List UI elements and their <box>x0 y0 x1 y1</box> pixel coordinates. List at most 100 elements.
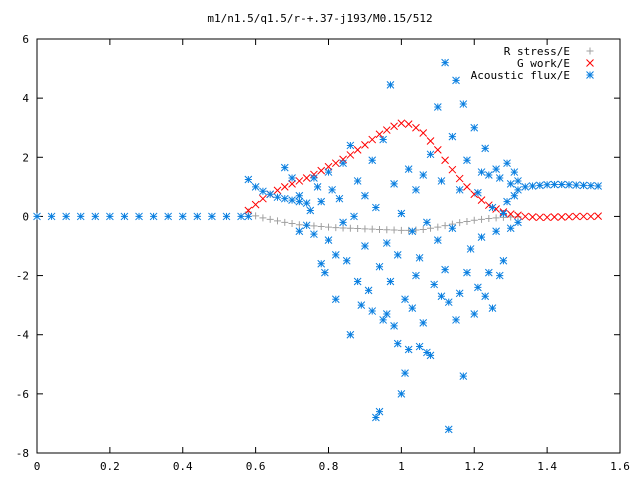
series-cross <box>244 119 602 222</box>
point-star <box>339 159 347 168</box>
point-star <box>382 239 391 247</box>
point-star <box>419 171 428 179</box>
point-star <box>47 212 56 221</box>
series-layer <box>33 58 602 434</box>
point-cross <box>302 174 311 182</box>
point-star <box>401 295 409 304</box>
point-star <box>273 193 282 202</box>
point-star <box>302 199 311 207</box>
y-axis: -8 -6 -4 -2 0 2 4 6 <box>16 33 620 460</box>
y-tick-label: 4 <box>22 92 29 105</box>
point-plus <box>317 222 325 230</box>
point-star <box>492 227 500 236</box>
point-cross <box>543 213 551 222</box>
point-star <box>379 316 388 324</box>
point-star <box>514 185 522 194</box>
point-star <box>372 203 380 212</box>
point-star <box>503 197 511 206</box>
point-cross <box>528 213 537 221</box>
point-star <box>470 310 479 318</box>
point-cross <box>477 196 486 205</box>
point-cross <box>280 183 289 191</box>
point-star <box>193 212 202 221</box>
point-cross <box>412 123 420 132</box>
point-star <box>535 181 544 190</box>
point-cross <box>310 170 318 179</box>
point-cross <box>317 166 326 175</box>
y-tick-label: 0 <box>22 210 29 223</box>
point-cross <box>514 211 522 220</box>
point-plus <box>419 225 427 233</box>
y-tick-label: 6 <box>22 33 29 46</box>
point-star <box>208 212 216 221</box>
point-cross <box>361 141 369 149</box>
point-plus <box>434 223 442 231</box>
chart-title: m1/n1.5/q1.5/r-+.37-j193/M0.15/512 <box>207 12 432 25</box>
point-star <box>313 183 322 191</box>
point-star <box>368 156 377 165</box>
point-star <box>237 212 245 221</box>
point-star <box>222 212 231 221</box>
point-plus <box>354 225 362 233</box>
point-star <box>106 212 114 221</box>
point-star <box>401 369 409 378</box>
point-cross <box>565 212 573 221</box>
point-star <box>390 180 398 188</box>
legend-marker-star <box>586 71 594 79</box>
point-star <box>459 100 468 108</box>
x-tick-label: 1 <box>398 460 405 473</box>
point-star <box>317 197 326 206</box>
x-tick-label: 0 <box>34 460 41 473</box>
point-star <box>251 183 260 191</box>
x-tick-label: 0.8 <box>319 460 339 473</box>
point-cross <box>353 146 362 154</box>
point-plus <box>492 214 500 222</box>
point-star <box>466 245 475 253</box>
point-star <box>397 209 406 218</box>
x-tick-label: 0.2 <box>100 460 120 473</box>
point-star <box>477 233 486 241</box>
point-star <box>521 183 530 191</box>
point-cross <box>251 200 260 209</box>
point-plus <box>456 219 464 227</box>
point-star <box>350 212 358 221</box>
point-star <box>430 280 439 289</box>
point-star <box>280 163 289 172</box>
point-star <box>321 268 329 277</box>
point-cross <box>339 155 347 164</box>
point-star <box>353 277 362 286</box>
legend-marker-plus <box>586 47 594 55</box>
point-star <box>33 212 41 221</box>
point-star <box>415 253 424 262</box>
point-star <box>528 182 537 190</box>
point-star <box>444 425 453 434</box>
point-plus <box>273 217 281 225</box>
point-cross <box>572 212 581 221</box>
point-star <box>503 159 511 168</box>
point-star <box>477 168 486 176</box>
point-star <box>484 171 493 179</box>
point-star <box>120 212 129 221</box>
y-tick-label: -6 <box>16 388 29 401</box>
point-star <box>386 277 395 286</box>
point-star <box>452 76 460 85</box>
point-cross <box>535 213 544 222</box>
point-cross <box>594 212 602 220</box>
point-star <box>361 191 369 200</box>
point-star <box>288 174 296 182</box>
point-star <box>488 203 497 212</box>
x-tick-label: 1.2 <box>464 460 484 473</box>
legend-label: Acoustic flux/E <box>471 69 570 82</box>
point-star <box>382 310 391 318</box>
point-star <box>481 292 490 301</box>
point-star <box>474 188 482 197</box>
point-star <box>543 180 551 189</box>
point-star <box>62 212 71 221</box>
point-cross <box>273 186 282 195</box>
point-star <box>149 212 158 221</box>
point-plus <box>368 225 376 233</box>
y-tick-label: -4 <box>16 329 30 342</box>
y-tick-label: 2 <box>22 151 29 164</box>
point-star <box>339 218 347 227</box>
